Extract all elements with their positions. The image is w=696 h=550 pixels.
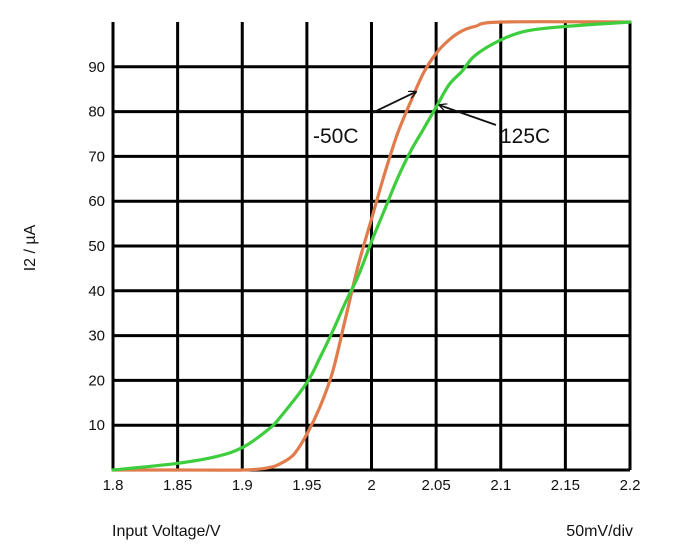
y-tick-label: 60 (88, 193, 105, 210)
x-tick-label: 1.95 (292, 477, 321, 494)
annotation-arrow (439, 105, 497, 126)
series-line-50c (111, 20, 632, 472)
x-axis-label: Input Voltage/V (112, 523, 221, 540)
series-line-125c (111, 20, 632, 472)
y-tick-label: 20 (88, 372, 105, 389)
y-tick-label: 80 (88, 104, 105, 121)
x-tick-label: 1.8 (103, 477, 124, 494)
x-tick-label: 2.1 (490, 477, 511, 494)
scale-note: 50mV/div (566, 523, 633, 540)
annotations: -50C 125C (313, 90, 550, 148)
y-tick-label: 70 (88, 148, 105, 165)
x-tick-label: 1.9 (232, 477, 253, 494)
axes: 1.8 1.85 1.9 1.95 2 2.05 2.1 2.15 2.2 10 20 30 40 50 6… (88, 59, 640, 494)
x-tick-label: 2 (367, 477, 375, 494)
annotation-label: 125C (500, 125, 550, 148)
y-tick-label: 40 (88, 283, 105, 300)
y-tick-label: 30 (88, 328, 105, 345)
y-tick-label: 90 (88, 59, 105, 76)
x-tick-label: 2.05 (422, 477, 451, 494)
y-tick-label: 10 (88, 417, 105, 434)
x-tick-label: 2.15 (551, 477, 580, 494)
x-tick-label: 1.85 (163, 477, 192, 494)
annotation-arrow (371, 90, 417, 114)
series-layer (111, 20, 632, 472)
y-axis-label: I2 / µA (22, 224, 39, 271)
y-tick-label: 50 (88, 238, 105, 255)
x-tick-label: 2.2 (620, 477, 641, 494)
annotation-label: -50C (313, 125, 359, 148)
grid (111, 22, 632, 472)
